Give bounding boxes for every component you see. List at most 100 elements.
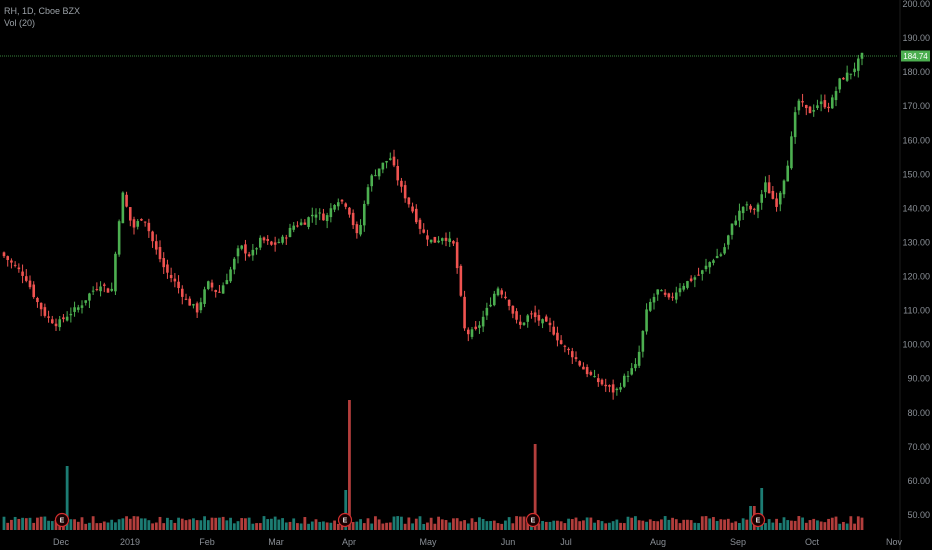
volume-bar	[388, 522, 392, 530]
candle-body	[303, 222, 307, 225]
candle	[548, 317, 552, 333]
candle-body	[69, 313, 73, 316]
volume-bar	[500, 523, 504, 530]
candle-body	[318, 212, 322, 214]
x-tick-label: Nov	[886, 537, 903, 547]
candle-body	[611, 384, 615, 393]
volume-bar	[496, 523, 500, 530]
volume-bar	[437, 516, 440, 530]
candle-body	[463, 296, 466, 329]
volume-bar	[2, 516, 6, 530]
y-tick-label: 140.00	[902, 203, 930, 213]
x-tick-label: Apr	[342, 537, 356, 547]
volume-bar	[258, 523, 262, 530]
candle	[645, 303, 648, 335]
candle-body	[478, 325, 481, 328]
candle-body	[362, 203, 366, 226]
candle-body	[667, 293, 671, 298]
volume-bar	[188, 519, 192, 530]
candle-body	[88, 293, 91, 301]
x-tick-label: Jul	[560, 537, 572, 547]
candle	[723, 243, 726, 255]
candle-body	[719, 254, 723, 256]
volume-bar	[84, 523, 88, 530]
volume-bar	[13, 516, 17, 530]
volume-bar	[559, 521, 563, 530]
volume-bar	[511, 523, 515, 530]
volume-bar	[114, 522, 117, 530]
candle	[32, 281, 36, 299]
candle-body	[218, 291, 221, 293]
candle	[660, 289, 663, 292]
volume-bar	[563, 523, 567, 530]
candle-body	[682, 285, 686, 290]
candle	[834, 86, 838, 107]
candle-body	[325, 215, 329, 221]
candle	[593, 369, 596, 378]
candle-body	[166, 264, 169, 273]
candle-body	[793, 112, 797, 138]
volume-bar	[151, 523, 154, 530]
candle-body	[377, 168, 381, 177]
candle-body	[296, 225, 299, 227]
candle-body	[823, 100, 827, 108]
y-tick-label: 120.00	[902, 272, 930, 282]
candle-body	[128, 207, 132, 221]
volume-bar	[444, 520, 448, 530]
candle	[396, 159, 400, 186]
volume-bar	[741, 518, 745, 530]
candle	[444, 232, 448, 247]
candle-body	[374, 175, 377, 177]
volume-bar	[24, 518, 28, 530]
volume-bar	[296, 523, 299, 530]
earnings-marker[interactable]: E	[337, 512, 353, 528]
volume-bar	[218, 517, 221, 530]
candle	[463, 290, 466, 331]
candle-body	[530, 313, 533, 315]
candle	[214, 289, 218, 298]
volume-bar	[515, 516, 518, 530]
volume-bar	[671, 517, 674, 530]
candle	[36, 296, 39, 308]
candle	[452, 240, 455, 247]
candle-body	[110, 288, 114, 291]
volume-bar	[452, 518, 455, 530]
volume-bar	[299, 523, 303, 530]
volume-bar	[236, 521, 240, 530]
volume-bar	[407, 517, 411, 530]
candle-body	[764, 182, 767, 193]
volume-bar	[39, 516, 43, 530]
candle	[355, 221, 359, 239]
volume-bar	[154, 522, 158, 530]
candle-body	[28, 280, 32, 288]
candle-body	[489, 304, 492, 307]
candle	[225, 273, 229, 285]
volume-bar	[6, 522, 10, 530]
candle	[407, 196, 411, 208]
candle-body	[533, 312, 537, 318]
volume-bar	[793, 520, 797, 530]
earnings-marker[interactable]: E	[525, 512, 541, 528]
volume-bar	[830, 517, 834, 530]
candle-body	[608, 385, 611, 387]
candle	[622, 373, 626, 388]
candle-body	[333, 204, 336, 210]
y-tick-label: 130.00	[902, 237, 930, 247]
candle-body	[136, 221, 140, 227]
earnings-marker[interactable]: E	[750, 512, 766, 528]
candle-body	[288, 227, 292, 238]
volume-bar	[102, 521, 106, 530]
volume-bar	[348, 400, 351, 530]
x-tick-label: Aug	[650, 537, 666, 547]
candle-body	[21, 271, 24, 276]
candle	[400, 177, 403, 193]
candle-body	[236, 248, 240, 257]
earnings-marker[interactable]: E	[54, 512, 70, 528]
volume-bar	[522, 516, 526, 530]
volume-bar	[719, 519, 723, 530]
candle-body	[686, 281, 689, 288]
candle-body	[80, 305, 84, 308]
volume-bar	[128, 518, 132, 530]
volume-bar	[366, 518, 370, 530]
